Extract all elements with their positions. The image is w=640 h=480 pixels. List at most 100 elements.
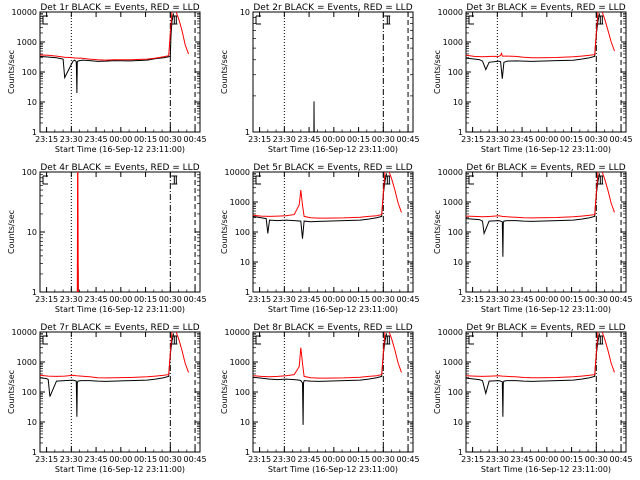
x-tick-label: 23:45 (511, 455, 534, 464)
start-bracket-marker (255, 15, 261, 25)
x-axis-label: Start Time (16-Sep-12 23:11:00) (268, 145, 398, 154)
x-tick-label: 00:00 (322, 455, 345, 464)
lld-series-line (253, 332, 402, 379)
y-axis-label: Counts/sec (220, 370, 229, 414)
y-tick-label: 1000 (443, 358, 463, 367)
y-tick-label: 10 (240, 418, 250, 427)
start-bracket-marker (255, 175, 261, 185)
x-tick-label: 23:45 (85, 135, 108, 144)
interval-marker (384, 175, 391, 185)
y-tick-label: 1 (245, 128, 250, 137)
lld-series-line (76, 172, 79, 292)
x-tick-label: 00:45 (184, 455, 207, 464)
y-tick-label: 1000 (230, 358, 250, 367)
y-tick-label: 1000 (17, 358, 37, 367)
panel-title: Det 5r BLACK = Events, RED = LLD (253, 163, 412, 173)
x-tick-label: 00:15 (134, 135, 157, 144)
x-tick-label: 23:30 (60, 135, 83, 144)
y-tick-label: 1 (245, 448, 250, 457)
y-tick-label: 10000 (438, 328, 463, 337)
detector-panel-4: Det 4r BLACK = Events, RED = LLD 1 10 100 23… (7, 163, 207, 314)
start-bracket-marker (468, 15, 474, 25)
y-tick-label: 1000 (443, 198, 463, 207)
detector-panel-9: Det 9r BLACK = Events, RED = LLD 1 10 100 10… (433, 323, 633, 474)
plot-frame (465, 171, 627, 293)
panel-title: Det 8r BLACK = Events, RED = LLD (253, 323, 412, 333)
y-axis-label: Counts/sec (433, 210, 442, 254)
x-tick-label: 23:30 (486, 455, 509, 464)
x-tick-label: 00:00 (535, 135, 558, 144)
interval-marker (171, 15, 178, 25)
plot-frame (465, 11, 627, 133)
interval-marker (171, 335, 178, 345)
x-tick-label: 23:15 (35, 455, 58, 464)
y-tick-label: 10000 (12, 8, 37, 17)
y-tick-label: 10 (27, 418, 37, 427)
y-tick-label: 1 (245, 288, 250, 297)
x-axis-label: Start Time (16-Sep-12 23:11:00) (55, 465, 185, 474)
x-tick-label: 00:30 (372, 295, 395, 304)
start-bracket-marker (468, 175, 474, 185)
lld-series-line (40, 12, 189, 61)
x-tick-label: 00:45 (397, 295, 420, 304)
x-tick-label: 00:30 (159, 455, 182, 464)
events-series-line (253, 173, 388, 239)
detector-panel-2: Det 2r BLACK = Events, RED = LLD 1 10 23:15… (220, 3, 420, 154)
x-tick-label: 23:15 (35, 135, 58, 144)
y-tick-label: 1 (458, 288, 463, 297)
x-tick-label: 23:15 (248, 455, 271, 464)
y-tick-label: 10000 (12, 328, 37, 337)
y-tick-label: 10 (27, 228, 37, 237)
x-tick-label: 23:45 (511, 135, 534, 144)
plot-frame (465, 331, 627, 453)
x-tick-label: 00:45 (610, 295, 633, 304)
x-tick-label: 23:15 (35, 295, 58, 304)
y-tick-label: 1 (32, 128, 37, 137)
x-axis-label: Start Time (16-Sep-12 23:11:00) (268, 305, 398, 314)
events-series-line (40, 13, 175, 94)
y-tick-label: 10000 (225, 168, 250, 177)
x-tick-label: 23:30 (60, 455, 83, 464)
panel-title: Det 1r BLACK = Events, RED = LLD (40, 3, 199, 13)
x-tick-label: 00:30 (585, 295, 608, 304)
y-tick-label: 10000 (438, 168, 463, 177)
y-tick-label: 100 (235, 228, 250, 237)
detector-panel-3: Det 3r BLACK = Events, RED = LLD 1 10 100 10… (433, 3, 633, 154)
x-tick-label: 00:00 (109, 455, 132, 464)
start-bracket-marker (42, 15, 48, 25)
y-tick-label: 100 (22, 388, 37, 397)
events-series-line (253, 333, 388, 425)
start-bracket-marker (42, 335, 48, 345)
x-tick-label: 23:15 (461, 455, 484, 464)
events-series-line (466, 13, 601, 79)
x-tick-label: 23:15 (461, 295, 484, 304)
x-tick-label: 00:45 (610, 135, 633, 144)
x-tick-label: 00:00 (535, 295, 558, 304)
y-tick-label: 1 (458, 448, 463, 457)
x-axis-label: Start Time (16-Sep-12 23:11:00) (481, 145, 611, 154)
x-tick-label: 23:30 (273, 295, 296, 304)
y-tick-label: 1 (458, 128, 463, 137)
x-tick-label: 00:45 (397, 135, 420, 144)
x-tick-label: 23:30 (273, 455, 296, 464)
x-tick-label: 00:15 (560, 295, 583, 304)
start-bracket-marker (255, 335, 261, 345)
y-axis-label: Counts/sec (7, 370, 16, 414)
events-series-line (466, 173, 601, 257)
x-tick-label: 00:15 (134, 295, 157, 304)
detector-panel-7: Det 7r BLACK = Events, RED = LLD 1 10 100 10… (7, 323, 207, 474)
panel-title: Det 2r BLACK = Events, RED = LLD (253, 3, 412, 13)
interval-marker (171, 175, 178, 185)
x-tick-label: 23:45 (85, 295, 108, 304)
x-tick-label: 00:45 (610, 455, 633, 464)
x-tick-label: 00:30 (159, 295, 182, 304)
x-tick-label: 23:45 (85, 455, 108, 464)
y-tick-label: 100 (448, 388, 463, 397)
y-axis-label: Counts/sec (7, 210, 16, 254)
detector-panel-6: Det 6r BLACK = Events, RED = LLD 1 10 100 10… (433, 163, 633, 314)
x-tick-label: 00:30 (372, 135, 395, 144)
x-tick-label: 00:45 (184, 295, 207, 304)
x-tick-label: 00:15 (347, 135, 370, 144)
x-tick-label: 00:15 (560, 455, 583, 464)
